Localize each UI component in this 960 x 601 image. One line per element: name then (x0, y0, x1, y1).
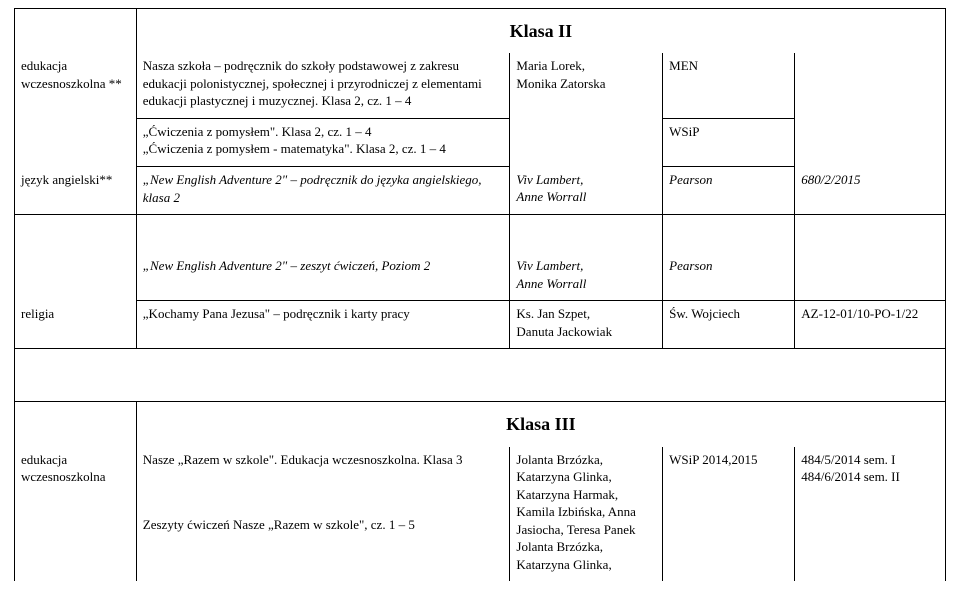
publisher-cell: Pearson (663, 253, 795, 301)
authors-cell: Ks. Jan Szpet, Danuta Jackowiak (510, 301, 663, 349)
empty-cell (136, 215, 510, 254)
number-cell (795, 118, 946, 166)
subject-cell: edukacja wczesnoszkolna ** (15, 53, 137, 118)
authors-cell: Maria Lorek, Monika Zatorska (510, 53, 663, 118)
textbook-line: Zeszyty ćwiczeń Nasze „Razem w szkole", … (143, 516, 504, 534)
authors-block: Jolanta Brzózka, Katarzyna Glinka, Katar… (516, 451, 656, 539)
textbook-cell: „Kochamy Pana Jezusa" – podręcznik i kar… (136, 301, 510, 349)
textbook-cell: Nasza szkoła – podręcznik do szkoły pods… (136, 53, 510, 118)
publisher-cell: WSiP 2014,2015 (663, 447, 795, 582)
empty-cell (510, 215, 663, 254)
authors-cell: Viv Lambert, Anne Worrall (510, 167, 663, 215)
subject-cell (15, 253, 137, 301)
textbook-table: Klasa II edukacja wczesnoszkolna ** Nasz… (14, 8, 946, 581)
textbook-line: Nasze „Razem w szkole". Edukacja wczesno… (143, 451, 504, 469)
publisher-cell: MEN (663, 53, 795, 118)
heading-klasa-2: Klasa II (136, 9, 945, 54)
authors-cell: Viv Lambert, Anne Worrall (510, 253, 663, 301)
subject-cell: religia (15, 301, 137, 349)
number-cell: 680/2/2015 (795, 167, 946, 215)
publisher-cell: Pearson (663, 167, 795, 215)
textbook-cell: „New English Adventure 2" – podręcznik d… (136, 167, 510, 215)
subject-cell: edukacja wczesnoszkolna (15, 447, 137, 582)
empty-cell (795, 215, 946, 254)
authors-cell: Jolanta Brzózka, Katarzyna Glinka, Katar… (510, 447, 663, 582)
number-cell: 484/5/2014 sem. I 484/6/2014 sem. II (795, 447, 946, 582)
authors-block: Jolanta Brzózka, Katarzyna Glinka, (516, 538, 656, 573)
subject-cell: język angielski** (15, 167, 137, 215)
publisher-cell: Św. Wojciech (663, 301, 795, 349)
publisher-cell: WSiP (663, 118, 795, 166)
empty-cell (663, 215, 795, 254)
textbook-cell: „New English Adventure 2" – zeszyt ćwicz… (136, 253, 510, 301)
spacer-cell (15, 349, 946, 402)
authors-cell (510, 118, 663, 166)
textbook-cell: „Ćwiczenia z pomysłem". Klasa 2, cz. 1 –… (136, 118, 510, 166)
empty-cell (15, 9, 137, 54)
subject-cell (15, 118, 137, 166)
empty-cell (15, 402, 137, 447)
empty-cell (15, 215, 137, 254)
number-cell (795, 53, 946, 118)
number-cell: AZ-12-01/10-PO-1/22 (795, 301, 946, 349)
heading-klasa-3: Klasa III (136, 402, 945, 447)
number-cell (795, 253, 946, 301)
textbook-cell: Nasze „Razem w szkole". Edukacja wczesno… (136, 447, 510, 582)
